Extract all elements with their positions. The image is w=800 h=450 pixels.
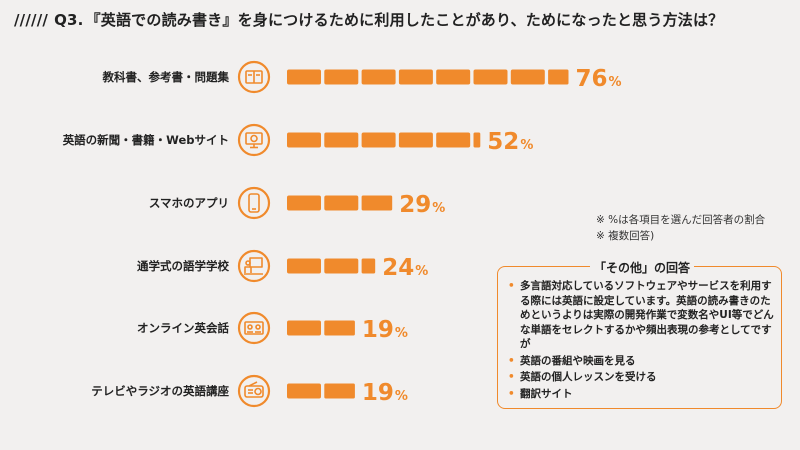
question-text: 『英語での読み書き』を身につけるために利用したことがあり、ためになったと思う方法…: [85, 11, 724, 29]
category-label: スマホのアプリ: [149, 196, 229, 210]
bar-segment: [361, 258, 376, 274]
category-label: 英語の新聞・書籍・Webサイト: [62, 133, 229, 147]
bar-segment: [361, 195, 393, 211]
category-label: テレビやラジオの英語講座: [91, 384, 229, 398]
bar-segment: [324, 258, 359, 274]
question-number: Q3.: [54, 11, 84, 29]
bar-segment: [324, 69, 359, 85]
bar-segment: [324, 383, 355, 399]
bar-segment: [361, 69, 396, 85]
bar-segment: [324, 132, 359, 148]
bar-segment: [324, 320, 355, 336]
bar: [287, 320, 355, 336]
data-label: 24%: [382, 255, 428, 281]
bar: [287, 195, 393, 211]
list-item: 英語の個人レッスンを受ける: [508, 370, 776, 385]
category-label: オンライン英会話: [137, 321, 229, 335]
title-slashes: //////: [14, 11, 49, 29]
bar-segment: [398, 132, 433, 148]
notes: ※ %は各項目を選んだ回答者の割合 ※ 複数回答): [596, 212, 765, 244]
bar-segment: [548, 69, 569, 85]
bar: [287, 69, 569, 85]
category-label: 教科書、参考書・問題集: [102, 70, 230, 84]
other-answers-title: 「その他」の回答: [590, 259, 695, 276]
classroom-icon: [237, 249, 271, 283]
data-label: 29%: [399, 192, 445, 218]
bar-segment: [436, 132, 471, 148]
bar-segment: [287, 195, 321, 211]
bar-segment: [287, 69, 321, 85]
bar-segment: [287, 132, 321, 148]
monitor-web-icon: [237, 123, 271, 157]
bar: [287, 258, 376, 274]
data-label: 19%: [362, 317, 408, 343]
bar-segment: [473, 69, 508, 85]
radio-icon: [237, 374, 271, 408]
bar-segment: [510, 69, 545, 85]
smartphone-icon: [237, 186, 271, 220]
list-item: 英語の番組や映画を見る: [508, 354, 776, 369]
data-label: 52%: [487, 129, 533, 155]
note-percentage: ※ %は各項目を選んだ回答者の割合: [596, 214, 766, 226]
bar-segment: [287, 320, 321, 336]
bar-segment: [436, 69, 471, 85]
bar-segment: [287, 258, 321, 274]
video-lesson-icon: [237, 311, 271, 345]
list-item: 翻訳サイト: [508, 387, 776, 402]
data-label: 19%: [362, 380, 408, 406]
bar-segment: [473, 132, 481, 148]
book-icon: [237, 60, 271, 94]
list-item: 多言語対応しているソフトウェアやサービスを利用する際には英語に設定しています。英…: [508, 279, 776, 352]
other-answers-list: 多言語対応しているソフトウェアやサービスを利用する際には英語に設定しています。英…: [508, 279, 776, 403]
bar-segment: [287, 383, 321, 399]
bar-segment: [398, 69, 433, 85]
question-title: ////// Q3. 『英語での読み書き』を身につけるために利用したことがあり、ため…: [14, 9, 723, 30]
note-multiple-answers: ※ 複数回答): [596, 230, 655, 242]
data-label: 76%: [576, 66, 622, 92]
bar-segment: [361, 132, 396, 148]
bar-segment: [324, 195, 359, 211]
bar: [287, 383, 355, 399]
bar: [287, 132, 481, 148]
category-label: 通学式の語学学校: [137, 259, 229, 273]
